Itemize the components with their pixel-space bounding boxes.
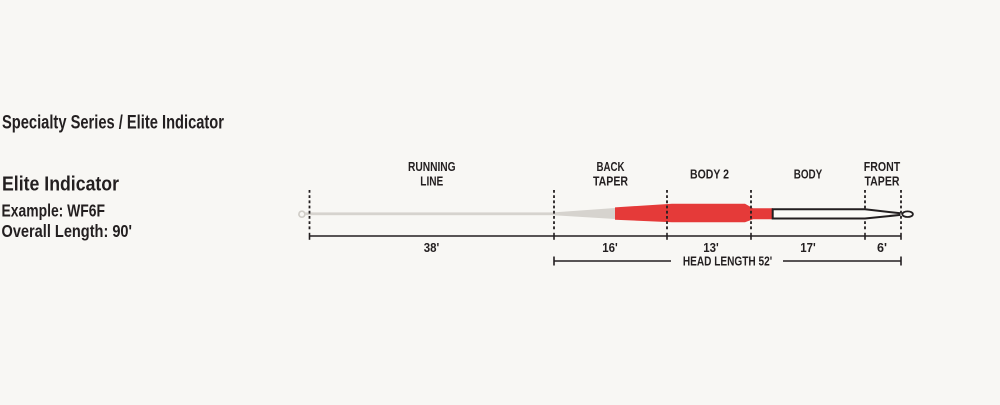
svg-text:FRONT: FRONT: [864, 160, 901, 174]
svg-text:HEAD LENGTH 52': HEAD LENGTH 52': [683, 253, 772, 268]
svg-text:Overall Length: 90': Overall Length: 90': [2, 221, 133, 241]
svg-text:BODY 2: BODY 2: [690, 167, 729, 181]
svg-text:Elite Indicator: Elite Indicator: [2, 173, 119, 196]
svg-text:TAPER: TAPER: [593, 175, 628, 189]
svg-text:BODY: BODY: [794, 167, 823, 181]
svg-text:13': 13': [703, 240, 719, 255]
svg-text:Example: WF6F: Example: WF6F: [2, 201, 106, 221]
svg-text:38': 38': [424, 240, 440, 255]
svg-text:RUNNING: RUNNING: [408, 160, 456, 174]
svg-text:6': 6': [877, 240, 887, 255]
svg-text:16': 16': [602, 240, 618, 255]
svg-text:TAPER: TAPER: [865, 175, 900, 189]
svg-text:Specialty Series / Elite Indic: Specialty Series / Elite Indicator: [2, 112, 224, 134]
svg-text:17': 17': [800, 240, 816, 255]
svg-text:LINE: LINE: [420, 175, 443, 189]
svg-text:BACK: BACK: [597, 160, 625, 174]
